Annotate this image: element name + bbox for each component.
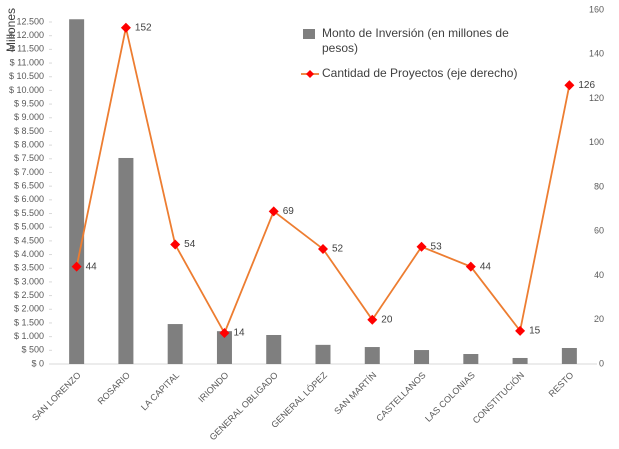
bar [315,344,331,364]
y-tick-label: $ 0 [31,358,44,368]
data-label: 44 [480,261,492,272]
y-tick-label: $ 9.500 [14,98,44,108]
bar [266,334,282,364]
y2-tick-label: 100 [589,137,604,147]
y-tick-label: $ 12.000 [9,30,44,40]
x-tick-label: LA CAPITAL [139,370,181,412]
y-tick-label: $ 11.500 [10,44,44,54]
x-tick-label: RESTO [547,370,576,399]
y-tick-label: $ 11.000 [10,57,44,67]
y-axis-label: Millones [4,8,18,52]
legend-label: Cantidad de Proyectos (eje derecho) [322,66,518,80]
y-tick-label: $ 2.500 [14,290,44,300]
data-label: 69 [283,206,295,217]
bar [364,347,380,364]
marker [515,325,526,336]
y-tick-label: $ 1.500 [14,317,44,327]
marker [120,22,131,33]
marker [170,239,181,250]
y2-tick-label: 40 [594,270,604,280]
y2-tick-label: 20 [594,314,604,324]
y2-tick-label: 0 [599,358,604,368]
y-tick-label: $ 4.500 [14,235,44,245]
y-tick-label: $ 8.000 [14,139,44,149]
y-tick-label: $ 9.000 [14,112,44,122]
y-tick-label: $ 7.500 [14,153,44,163]
y2-tick-label: 160 [589,4,604,14]
marker [219,328,230,339]
data-label: 14 [233,328,245,339]
data-label: 52 [332,244,344,255]
y-tick-label: $ 10.000 [9,85,44,95]
marker [318,243,328,254]
x-tick-label: ROSARIO [96,370,132,406]
y2-tick-label: 120 [589,93,604,103]
x-tick-label: CASTELLANOS [374,370,427,423]
legend-label: Monto de Inversión (en millones de pesos… [322,26,509,55]
bar [561,347,577,364]
marker [465,261,476,272]
bar [118,157,134,364]
x-tick-label: GENERAL LÓPEZ [269,370,329,430]
marker [564,80,575,91]
data-label: 20 [381,314,393,325]
bar [69,19,85,364]
y2-tick-label: 60 [594,226,604,236]
x-tick-label: LAS COLONIAS [423,370,477,424]
y-tick-label: $ 5.500 [14,208,44,218]
bar [216,331,232,364]
data-label: 152 [135,22,152,33]
y-tick-label: $ 500 [21,345,44,355]
x-tick-label: SAN LORENZO [30,370,83,423]
y-tick-label: $ 5.000 [14,222,44,232]
y-tick-label: $ 4.000 [14,249,44,259]
y-tick-label: $ 2.000 [14,304,44,314]
data-label: 126 [578,80,595,91]
x-tick-label: CONSTITUCIÓN [471,370,527,426]
y-tick-label: $ 8.500 [14,126,44,136]
marker [367,314,378,325]
marker [268,206,279,217]
bar [167,324,183,364]
y-tick-label: $ 6.000 [14,194,44,204]
x-tick-label: SAN MARTÍN [332,370,378,416]
y-tick-label: $ 6.500 [14,181,44,191]
bar [463,354,479,364]
marker [71,261,82,272]
legend-swatch [303,29,315,39]
bar [414,350,430,364]
y-tick-label: $ 1.000 [14,331,44,341]
data-label: 54 [184,239,196,250]
legend-marker [306,70,314,78]
y-tick-label: $ 10.500 [9,71,44,81]
y-tick-label: $ 3.000 [14,276,44,286]
y2-tick-label: 80 [594,181,604,191]
data-label: 15 [529,325,541,336]
data-label: 53 [431,241,443,252]
data-label: 44 [86,261,98,272]
marker [416,241,427,252]
y-tick-label: $ 7.000 [14,167,44,177]
bar [512,357,528,364]
x-tick-label: IRIONDO [196,370,230,404]
y-tick-label: $ 3.500 [14,263,44,273]
y2-tick-label: 140 [589,49,604,59]
y-tick-label: 12.500 [16,16,44,26]
